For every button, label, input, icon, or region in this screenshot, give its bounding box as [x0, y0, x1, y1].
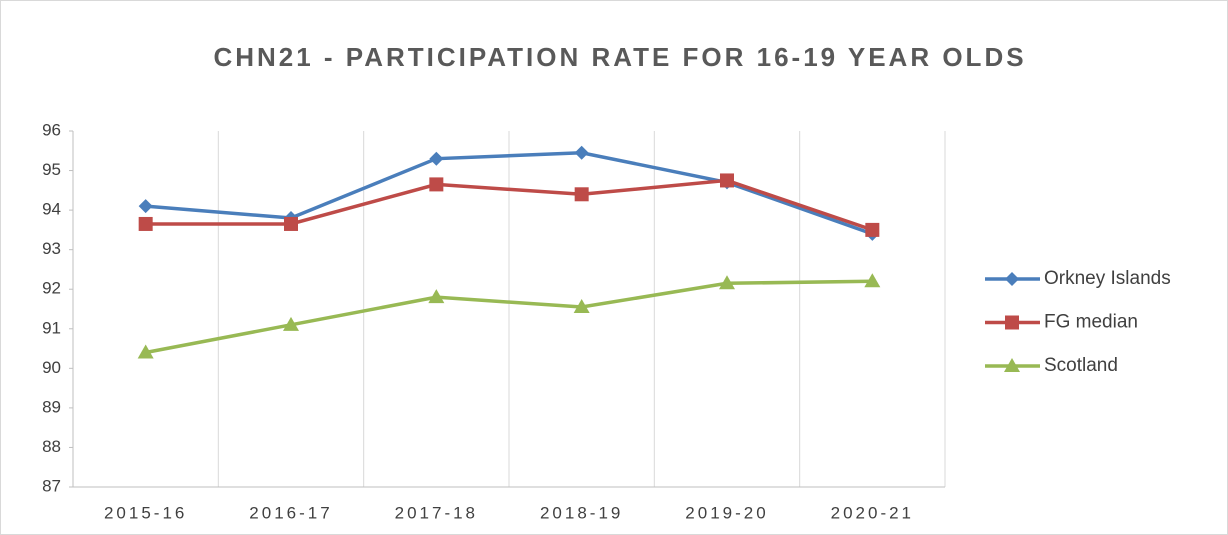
y-tick-label: 91: [42, 318, 61, 337]
series-line: [145, 279, 873, 355]
x-tick-label: 2018-19: [540, 503, 623, 522]
y-tick-label: 89: [42, 397, 61, 416]
data-point: [138, 216, 153, 231]
data-point: [864, 273, 881, 288]
y-tick-label: 88: [42, 437, 61, 456]
data-point: [720, 173, 734, 188]
legend-label: Scotland: [1044, 355, 1118, 376]
data-point: [865, 222, 880, 237]
series-line: [145, 178, 873, 232]
y-tick-label: 93: [42, 239, 61, 258]
series-line: [145, 150, 873, 236]
data-point: [428, 289, 445, 304]
legend-label: Orkney Islands: [1044, 268, 1171, 289]
data-point: [137, 344, 154, 359]
data-point: [284, 216, 298, 231]
data-point: [138, 199, 153, 214]
legend-label: FG median: [1044, 312, 1138, 333]
y-tick-label: 94: [42, 200, 61, 219]
legend-marker: [1004, 358, 1020, 372]
data-point: [574, 187, 589, 202]
x-tick-label: 2017-18: [395, 503, 478, 522]
y-tick-label: 92: [42, 279, 61, 298]
data-point: [719, 275, 735, 290]
data-point: [574, 145, 589, 160]
x-tick-label: 2016-17: [249, 503, 332, 522]
x-tick-label: 2020-21: [831, 503, 914, 522]
y-tick-label: 95: [42, 160, 61, 179]
data-point: [429, 177, 444, 192]
y-tick-label: 90: [42, 358, 61, 377]
legend-marker: [1005, 272, 1019, 286]
data-point: [283, 316, 299, 331]
legend-marker: [1005, 315, 1019, 330]
data-point: [573, 299, 590, 314]
x-tick-label: 2015-16: [104, 503, 187, 522]
x-tick-label: 2019-20: [685, 503, 768, 522]
y-tick-label: 96: [42, 120, 61, 139]
data-point: [429, 151, 444, 166]
chart-title: CHN21 - PARTICIPATION RATE FOR 16-19 YEA…: [213, 42, 1027, 72]
y-tick-label: 87: [42, 476, 61, 495]
